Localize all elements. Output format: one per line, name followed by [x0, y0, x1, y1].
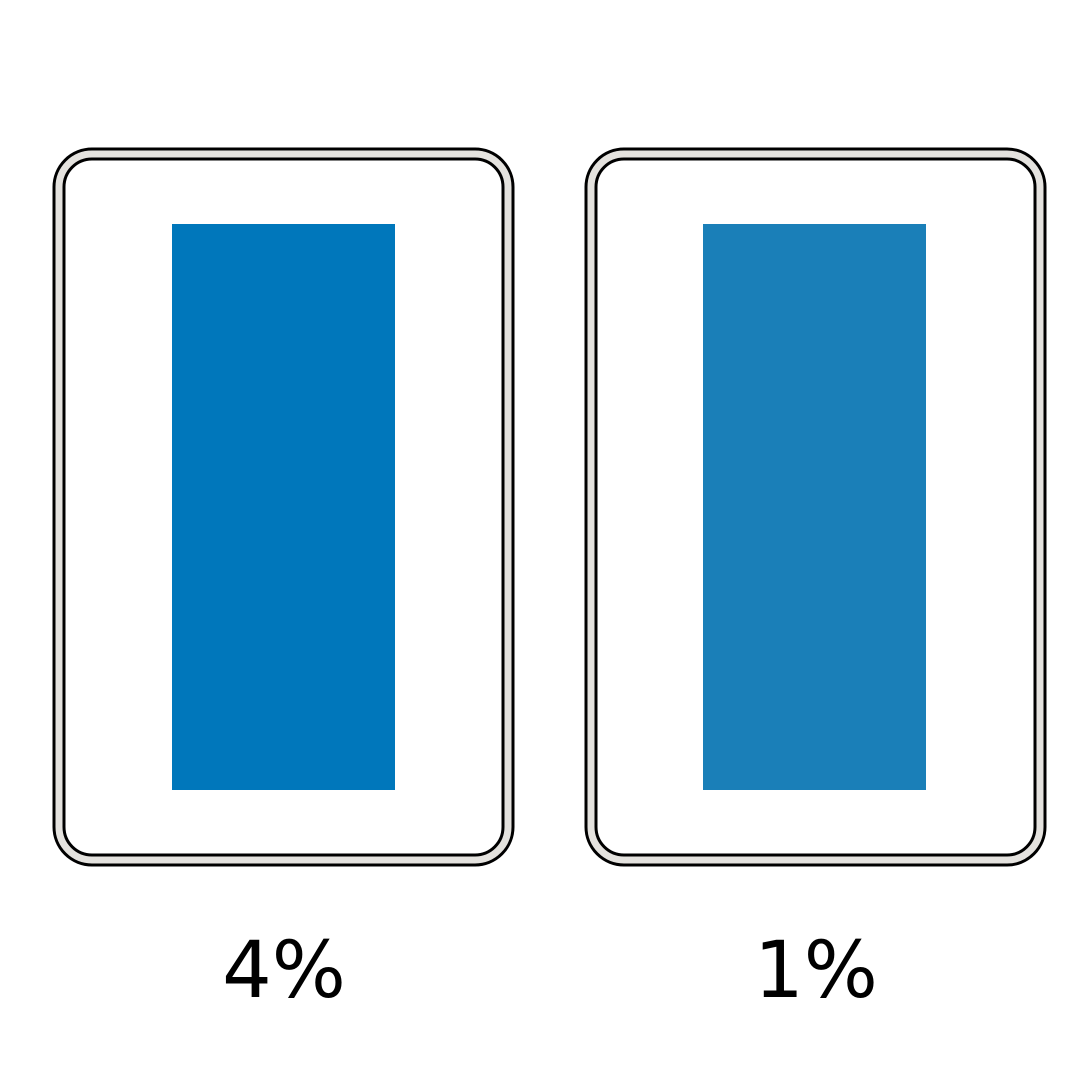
panel-left [52, 147, 515, 867]
blue-rectangle [703, 224, 926, 790]
blue-rectangle [172, 224, 395, 790]
panel-right [584, 147, 1047, 867]
percentage-label-left: 4% [222, 926, 346, 1016]
percentage-label-right: 1% [754, 926, 878, 1016]
